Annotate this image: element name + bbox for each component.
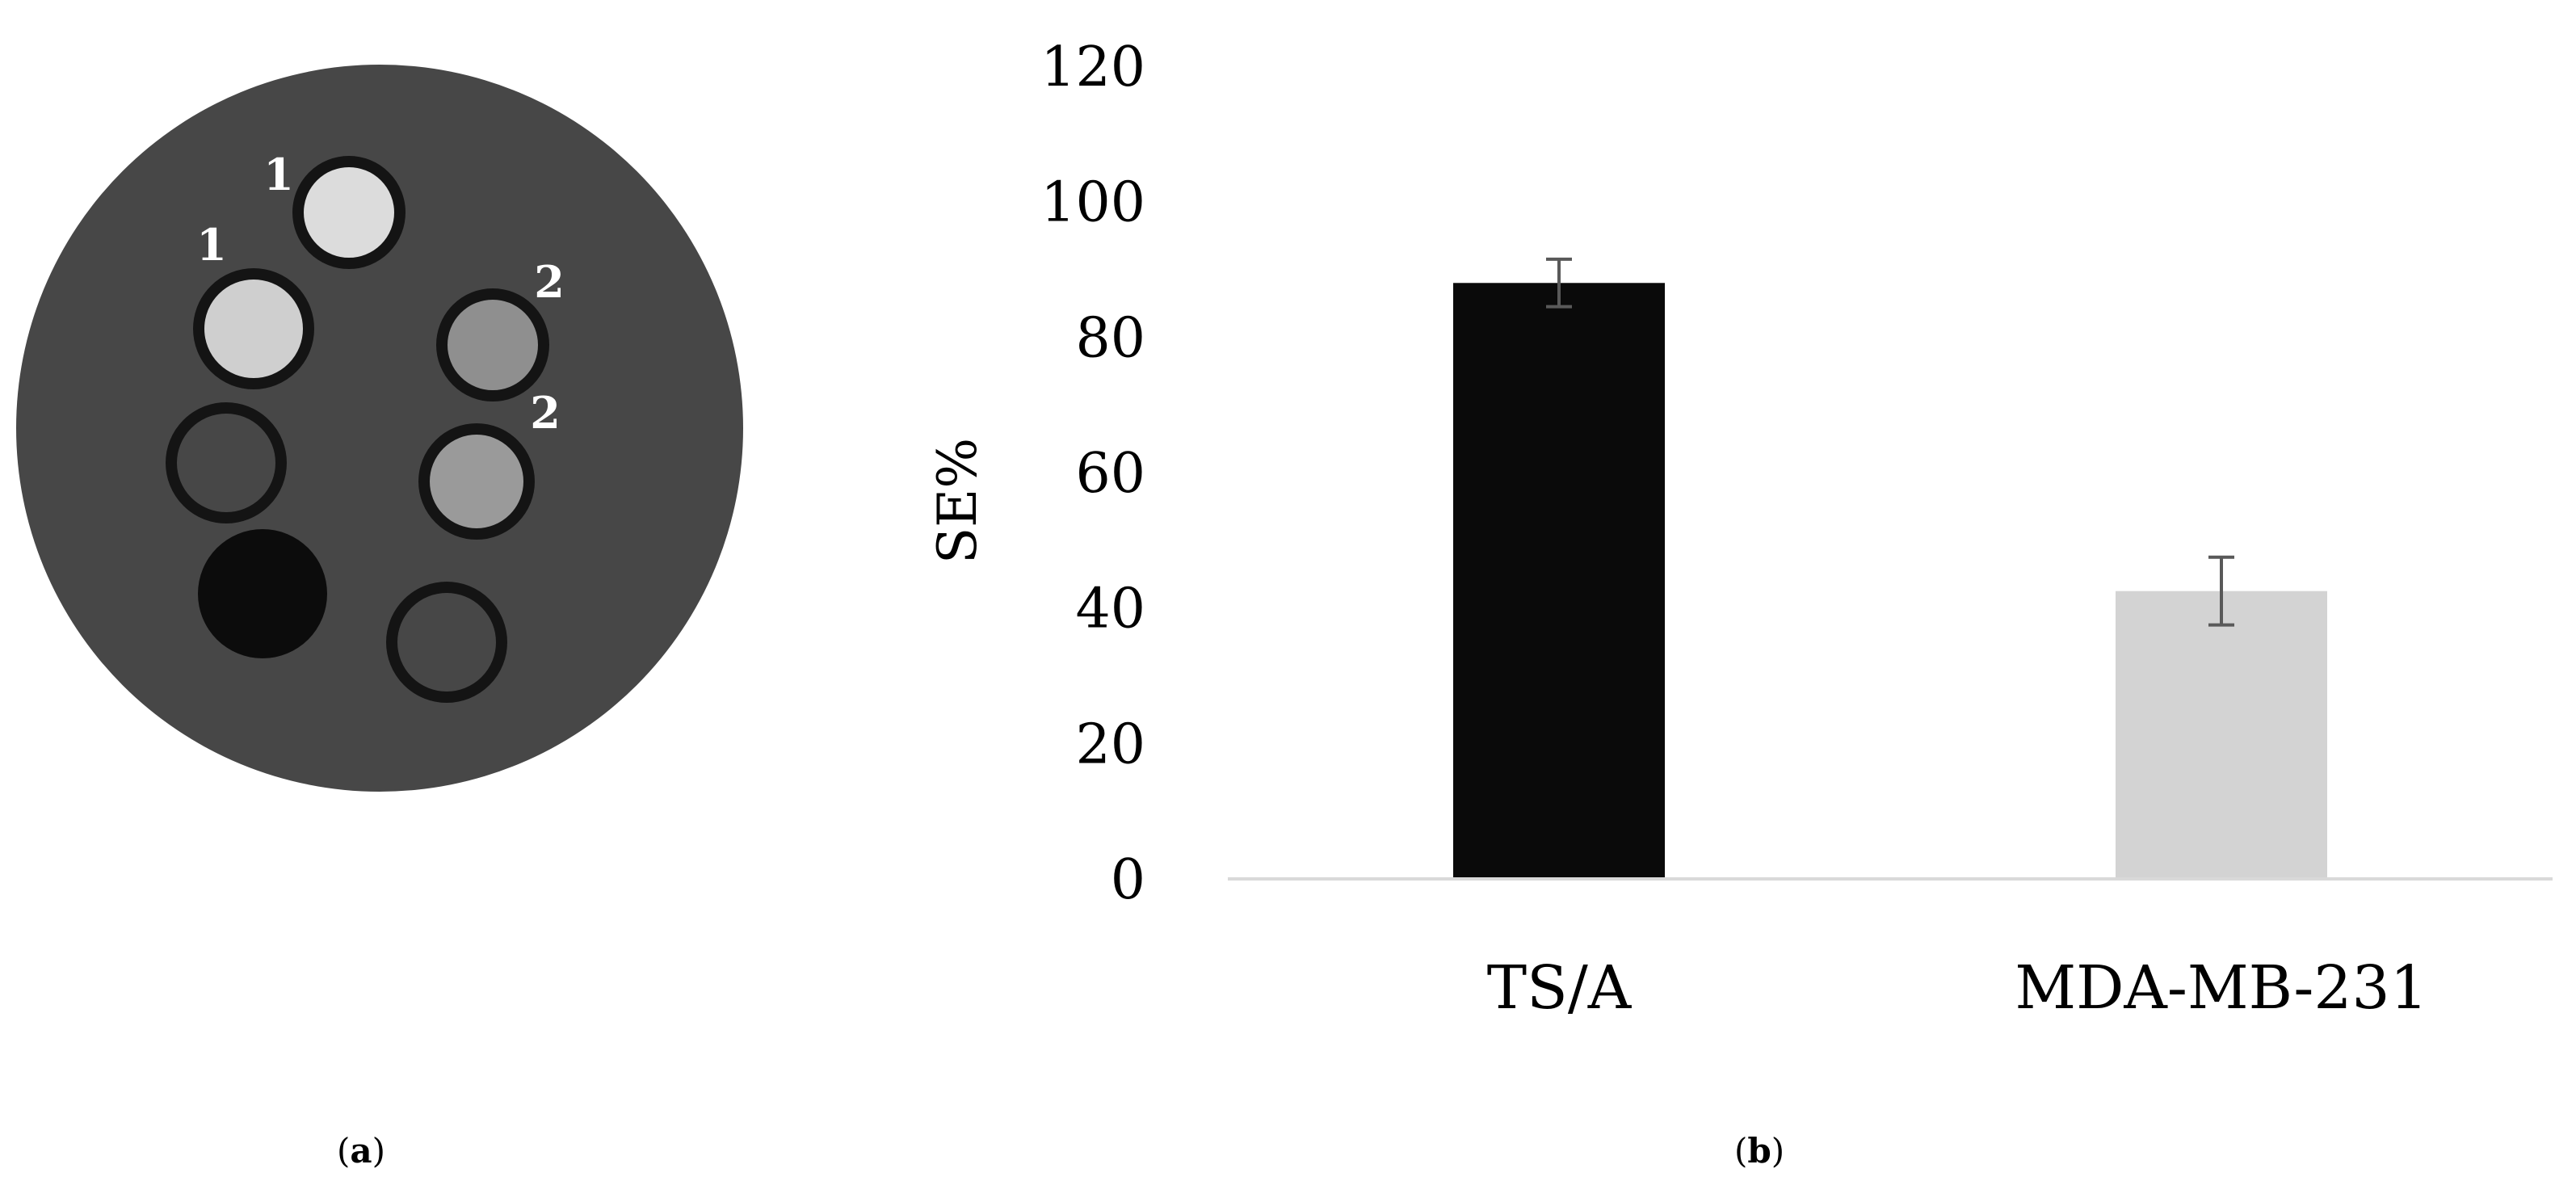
- panel-label-a: (a): [337, 1131, 385, 1171]
- y-tick-label: 100: [1040, 171, 1145, 235]
- vial-label: 1: [196, 219, 227, 271]
- phantom-vial: [386, 582, 507, 703]
- vial-label: 1: [263, 149, 294, 200]
- error-bars: [1546, 257, 2234, 627]
- x-tick-label: MDA-MB-231: [2015, 953, 2427, 1023]
- x-tick-label: TS/A: [1487, 953, 1633, 1023]
- phantom-vial: [193, 268, 314, 389]
- y-tick-label: 120: [1040, 36, 1145, 99]
- phantom-vial-labels: 11 2 2: [196, 149, 565, 439]
- y-tick-label: 20: [1075, 712, 1145, 776]
- x-axis-tick-labels: TS/A MDA-MB-231: [1487, 953, 2428, 1023]
- y-tick-label: 0: [1111, 848, 1145, 912]
- phantom-image: 11 2 2: [16, 65, 743, 792]
- phantom-vial: [436, 288, 549, 401]
- y-tick-label: 40: [1075, 578, 1145, 641]
- phantom-disc: [16, 65, 743, 792]
- panel-label-b: (b): [1734, 1131, 1785, 1171]
- bar: [2116, 591, 2327, 879]
- vial-label: 2: [534, 256, 565, 308]
- phantom-vial: [418, 423, 535, 540]
- phantom-vial: [166, 402, 287, 523]
- phantom-vials: [166, 156, 549, 703]
- vial-label: 2: [530, 387, 561, 439]
- y-tick-label: 80: [1075, 306, 1145, 370]
- y-axis-tick-labels: 0 20 40 60 80 100 120: [1040, 36, 1145, 912]
- phantom-vial: [198, 529, 327, 658]
- bar-chart: 0 20 40 60 80 100 120 SE% TS/A MDA-MB-231: [927, 36, 2553, 1023]
- phantom-vial: [292, 156, 406, 269]
- bar: [1453, 283, 1665, 879]
- y-tick-label: 60: [1075, 442, 1145, 506]
- y-axis-label: SE%: [927, 438, 989, 564]
- bars: [1453, 283, 2327, 879]
